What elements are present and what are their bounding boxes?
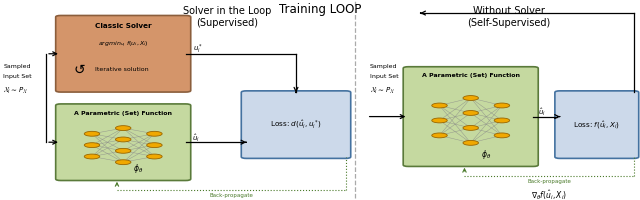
- Text: Sampled: Sampled: [3, 64, 31, 68]
- Circle shape: [494, 104, 509, 108]
- Circle shape: [432, 133, 447, 138]
- Text: Back-propagate: Back-propagate: [527, 178, 571, 183]
- FancyBboxPatch shape: [555, 91, 639, 159]
- Text: Training LOOP: Training LOOP: [279, 3, 361, 16]
- Circle shape: [432, 104, 447, 108]
- Text: $\phi_\theta$: $\phi_\theta$: [481, 148, 491, 161]
- Text: $\mathcal{X}_i{\sim}P_\mathcal{X}$: $\mathcal{X}_i{\sim}P_\mathcal{X}$: [370, 85, 395, 95]
- Text: $\mathit{argmin}_{u_i}\ f(u_i, X_i)$: $\mathit{argmin}_{u_i}\ f(u_i, X_i)$: [98, 40, 148, 49]
- FancyBboxPatch shape: [56, 16, 191, 93]
- Circle shape: [494, 133, 509, 138]
- Text: Loss: $f(\hat{u}_i, X_i)$: Loss: $f(\hat{u}_i, X_i)$: [573, 119, 620, 131]
- Circle shape: [494, 118, 509, 123]
- Text: Iterative solution: Iterative solution: [95, 67, 148, 72]
- FancyBboxPatch shape: [403, 67, 538, 167]
- Circle shape: [84, 132, 100, 137]
- Text: $\hat{u}_i$: $\hat{u}_i$: [192, 132, 200, 143]
- Text: $\phi_\theta$: $\phi_\theta$: [133, 162, 143, 175]
- Text: Sampled: Sampled: [370, 64, 397, 68]
- Circle shape: [115, 126, 131, 131]
- Circle shape: [147, 154, 162, 159]
- Text: $\mathcal{X}_i{\sim}P_\mathcal{X}$: $\mathcal{X}_i{\sim}P_\mathcal{X}$: [3, 85, 28, 95]
- Circle shape: [147, 143, 162, 148]
- FancyBboxPatch shape: [241, 91, 351, 159]
- Text: A Parametric (Set) Function: A Parametric (Set) Function: [422, 73, 520, 78]
- Text: Solver in the Loop
(Supervised): Solver in the Loop (Supervised): [183, 6, 271, 27]
- Circle shape: [432, 118, 447, 123]
- Text: $\circlearrowleft$: $\circlearrowleft$: [71, 62, 86, 76]
- Circle shape: [115, 137, 131, 142]
- Circle shape: [463, 141, 479, 146]
- FancyBboxPatch shape: [56, 104, 191, 181]
- Text: A Parametric (Set) Function: A Parametric (Set) Function: [74, 110, 172, 115]
- Text: Classic Solver: Classic Solver: [95, 23, 152, 29]
- Circle shape: [463, 111, 479, 116]
- Circle shape: [84, 143, 100, 148]
- Circle shape: [84, 154, 100, 159]
- Text: Input Set: Input Set: [370, 74, 399, 78]
- Circle shape: [463, 126, 479, 131]
- Text: Back-propagate: Back-propagate: [209, 192, 253, 197]
- Text: Input Set: Input Set: [3, 74, 32, 78]
- Circle shape: [463, 96, 479, 101]
- Circle shape: [147, 132, 162, 137]
- Text: $\nabla_\theta f(\hat{u}_i, X_i)$: $\nabla_\theta f(\hat{u}_i, X_i)$: [531, 187, 567, 200]
- Text: Loss: $d(\hat{u}_i, u_i^*)$: Loss: $d(\hat{u}_i, u_i^*)$: [270, 118, 322, 132]
- Text: $u_i^*$: $u_i^*$: [193, 43, 204, 56]
- Circle shape: [115, 149, 131, 153]
- Text: $\hat{u}_i$: $\hat{u}_i$: [538, 106, 546, 118]
- Circle shape: [115, 160, 131, 165]
- Text: Without Solver
(Self-Supervised): Without Solver (Self-Supervised): [467, 6, 550, 27]
